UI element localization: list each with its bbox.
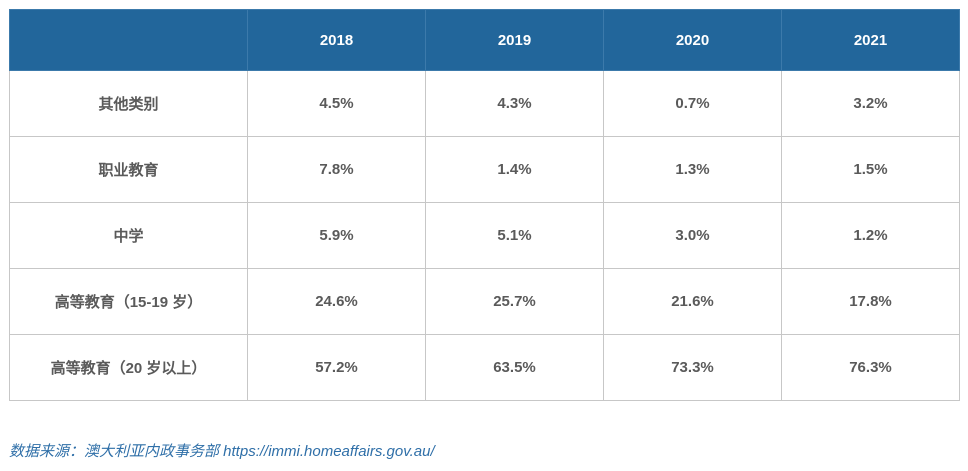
- value-cell: 4.5%: [247, 70, 426, 137]
- row-label: 职业教育: [9, 136, 248, 203]
- value-cell: 57.2%: [247, 334, 426, 401]
- table-row: 中学 5.9% 5.1% 3.0% 1.2%: [9, 202, 960, 269]
- value-cell: 24.6%: [247, 268, 426, 335]
- value-cell: 73.3%: [603, 334, 782, 401]
- value-cell: 25.7%: [425, 268, 604, 335]
- row-label: 高等教育（15-19 岁）: [9, 268, 248, 335]
- value-cell: 0.7%: [603, 70, 782, 137]
- header-year-2021: 2021: [781, 9, 960, 71]
- table-row: 其他类别 4.5% 4.3% 0.7% 3.2%: [9, 70, 960, 137]
- value-cell: 1.3%: [603, 136, 782, 203]
- source-note: 数据来源：澳大利亚内政事务部 https://immi.homeaffairs.…: [9, 443, 435, 460]
- value-cell: 3.0%: [603, 202, 782, 269]
- value-cell: 7.8%: [247, 136, 426, 203]
- header-year-2020: 2020: [603, 9, 782, 71]
- value-cell: 1.4%: [425, 136, 604, 203]
- row-label: 其他类别: [9, 70, 248, 137]
- table-row: 高等教育（20 岁以上） 57.2% 63.5% 73.3% 76.3%: [9, 334, 960, 401]
- header-corner-cell: [9, 9, 248, 71]
- header-year-2019: 2019: [425, 9, 604, 71]
- table-row: 高等教育（15-19 岁） 24.6% 25.7% 21.6% 17.8%: [9, 268, 960, 335]
- value-cell: 76.3%: [781, 334, 960, 401]
- value-cell: 1.2%: [781, 202, 960, 269]
- value-cell: 5.1%: [425, 202, 604, 269]
- data-table: 2018 2019 2020 2021 其他类别 4.5% 4.3% 0.7% …: [9, 9, 960, 401]
- row-label: 高等教育（20 岁以上）: [9, 334, 248, 401]
- value-cell: 63.5%: [425, 334, 604, 401]
- value-cell: 5.9%: [247, 202, 426, 269]
- value-cell: 21.6%: [603, 268, 782, 335]
- value-cell: 17.8%: [781, 268, 960, 335]
- table-row: 职业教育 7.8% 1.4% 1.3% 1.5%: [9, 136, 960, 203]
- header-row: 2018 2019 2020 2021: [9, 9, 960, 71]
- value-cell: 4.3%: [425, 70, 604, 137]
- header-year-2018: 2018: [247, 9, 426, 71]
- value-cell: 1.5%: [781, 136, 960, 203]
- row-label: 中学: [9, 202, 248, 269]
- value-cell: 3.2%: [781, 70, 960, 137]
